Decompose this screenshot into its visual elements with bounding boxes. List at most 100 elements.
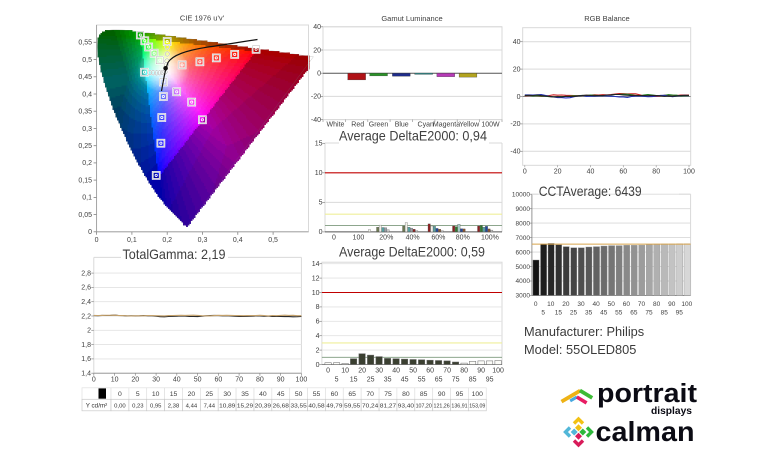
svg-text:Average DeltaE2000: 0,59: Average DeltaE2000: 0,59 (339, 244, 485, 260)
svg-text:60: 60 (619, 169, 627, 176)
svg-text:20: 20 (313, 47, 321, 54)
svg-text:2,4: 2,4 (81, 299, 91, 306)
svg-text:8: 8 (316, 304, 320, 311)
svg-text:70: 70 (366, 391, 374, 398)
svg-text:RGB Balance: RGB Balance (584, 14, 629, 23)
svg-text:45: 45 (401, 377, 409, 384)
svg-text:4000: 4000 (516, 278, 531, 285)
svg-text:7000: 7000 (516, 235, 531, 242)
svg-text:50: 50 (295, 391, 303, 398)
svg-text:95: 95 (456, 391, 464, 398)
svg-text:CCTAverage: 6439: CCTAverage: 6439 (539, 183, 642, 199)
svg-text:30: 30 (375, 368, 383, 375)
svg-text:0: 0 (92, 377, 96, 384)
svg-text:0: 0 (319, 229, 323, 236)
svg-text:TotalGamma: 2,19: TotalGamma: 2,19 (123, 246, 226, 262)
svg-text:35: 35 (384, 377, 392, 384)
svg-text:0,35: 0,35 (78, 109, 92, 116)
svg-text:Average DeltaE2000: 0,94: Average DeltaE2000: 0,94 (339, 128, 487, 144)
svg-text:0,25: 0,25 (78, 143, 92, 150)
svg-text:20: 20 (358, 368, 366, 375)
svg-text:6: 6 (316, 319, 320, 326)
svg-text:1,4: 1,4 (81, 371, 91, 378)
svg-text:90: 90 (438, 391, 446, 398)
svg-text:3000: 3000 (516, 293, 531, 300)
svg-text:0,2: 0,2 (162, 237, 172, 244)
svg-text:20: 20 (513, 66, 521, 73)
svg-text:Manufacturer: Philips: Manufacturer: Philips (524, 324, 644, 339)
svg-text:65: 65 (630, 310, 638, 317)
svg-text:Magenta: Magenta (433, 122, 460, 129)
svg-text:80: 80 (402, 391, 410, 398)
svg-text:20%: 20% (379, 235, 393, 242)
svg-text:20: 20 (188, 391, 196, 398)
svg-text:0,3: 0,3 (82, 126, 92, 133)
svg-text:35: 35 (241, 391, 249, 398)
svg-text:100: 100 (492, 368, 504, 375)
svg-text:1,8: 1,8 (81, 342, 91, 349)
svg-text:60: 60 (215, 377, 223, 384)
svg-text:90: 90 (477, 368, 485, 375)
svg-text:0,4: 0,4 (233, 237, 243, 244)
svg-text:10: 10 (547, 301, 555, 308)
svg-text:75: 75 (384, 391, 392, 398)
svg-text:5: 5 (335, 377, 339, 384)
svg-text:80: 80 (652, 169, 660, 176)
svg-text:0,45: 0,45 (78, 74, 92, 81)
svg-text:0,15: 0,15 (78, 177, 92, 184)
svg-text:12: 12 (312, 275, 320, 282)
svg-text:0: 0 (95, 237, 99, 244)
svg-text:0,95: 0,95 (150, 404, 162, 410)
svg-text:10: 10 (315, 170, 323, 177)
svg-text:5: 5 (136, 391, 140, 398)
svg-text:60: 60 (331, 391, 339, 398)
svg-text:55: 55 (313, 391, 321, 398)
svg-text:2,6: 2,6 (81, 285, 91, 292)
svg-text:30: 30 (577, 301, 585, 308)
svg-text:60%: 60% (431, 235, 445, 242)
svg-text:100W: 100W (481, 122, 500, 129)
svg-text:2,8: 2,8 (81, 270, 91, 277)
svg-text:0: 0 (316, 362, 320, 369)
svg-text:50: 50 (409, 368, 417, 375)
svg-text:107,20: 107,20 (416, 404, 433, 410)
svg-text:40: 40 (587, 169, 595, 176)
svg-text:0,23: 0,23 (132, 404, 144, 410)
svg-text:40: 40 (259, 391, 267, 398)
svg-text:70: 70 (235, 377, 243, 384)
svg-text:-20: -20 (311, 94, 321, 101)
svg-text:100: 100 (472, 391, 484, 398)
svg-text:14: 14 (312, 261, 320, 268)
svg-text:25: 25 (367, 377, 375, 384)
svg-text:100%: 100% (481, 235, 499, 242)
svg-text:70: 70 (638, 301, 646, 308)
svg-text:White: White (327, 122, 345, 129)
svg-text:-20: -20 (510, 121, 520, 128)
svg-text:100: 100 (353, 235, 365, 242)
svg-text:0: 0 (317, 71, 321, 78)
svg-text:8000: 8000 (516, 220, 531, 227)
svg-text:15: 15 (315, 141, 323, 148)
svg-text:50: 50 (608, 301, 616, 308)
svg-text:55: 55 (418, 377, 426, 384)
svg-text:40: 40 (313, 24, 321, 31)
svg-text:0: 0 (88, 229, 92, 236)
svg-text:30: 30 (152, 377, 160, 384)
svg-text:0,5: 0,5 (268, 237, 278, 244)
svg-text:40: 40 (592, 301, 600, 308)
svg-text:0,00: 0,00 (114, 404, 126, 410)
svg-text:70,24: 70,24 (362, 404, 379, 410)
svg-text:4,44: 4,44 (186, 404, 198, 410)
svg-text:75: 75 (452, 377, 460, 384)
svg-text:45: 45 (277, 391, 285, 398)
svg-text:95: 95 (486, 377, 494, 384)
svg-text:45: 45 (600, 310, 608, 317)
svg-text:15: 15 (170, 391, 178, 398)
svg-text:65: 65 (435, 377, 443, 384)
svg-text:10000: 10000 (512, 191, 530, 198)
svg-text:40: 40 (392, 368, 400, 375)
svg-text:Blue: Blue (395, 122, 409, 129)
svg-text:30: 30 (223, 391, 231, 398)
svg-text:Y cd/m²: Y cd/m² (86, 403, 108, 410)
svg-text:2: 2 (316, 347, 320, 354)
